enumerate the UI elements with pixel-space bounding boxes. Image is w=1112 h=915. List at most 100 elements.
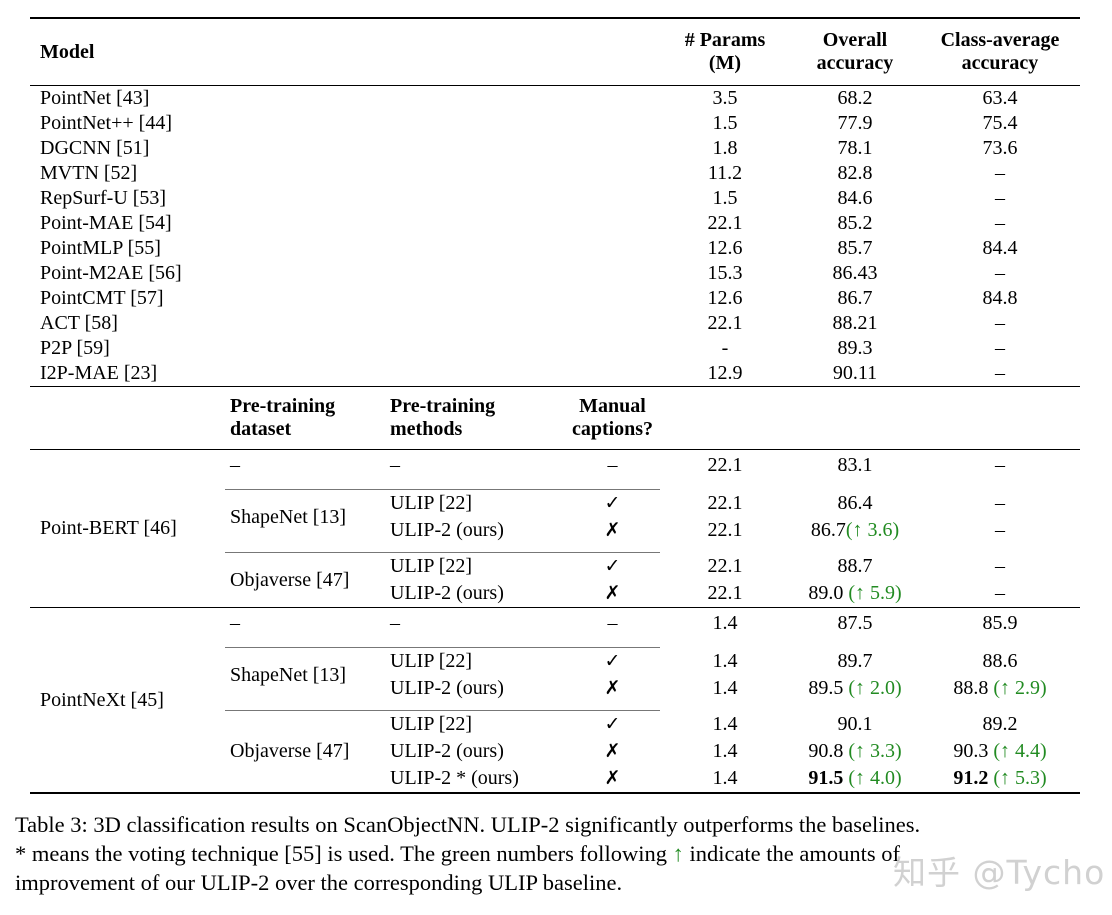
table-row: ULIP-2 (ours) ✗ 1.4 89.5 (↑ 2.0) 88.8 (↑…: [30, 675, 1080, 702]
improvement-delta: (↑ 2.9): [988, 677, 1047, 699]
classavg-cell: 63.4: [982, 87, 1018, 109]
overall-cell: 90.11: [832, 362, 878, 384]
overall-cell: 87.5: [837, 612, 873, 634]
classavg-cell: 88.6: [982, 649, 1018, 672]
model-cell: PointMLP [55]: [40, 237, 161, 259]
table-row: PointNet++ [44] 1.5 77.9 75.4: [30, 111, 1080, 136]
up-arrow-icon: ↑: [672, 841, 684, 866]
overall-cell: 89.3: [837, 337, 873, 359]
caption-line-3: improvement of our ULIP-2 over the corre…: [15, 870, 623, 895]
partial-rule: [30, 481, 1080, 490]
partial-rule: [30, 639, 1080, 648]
params-cell: 1.4: [712, 612, 738, 634]
dataset-cell: ShapeNet [13]: [230, 505, 347, 528]
improvement-delta: (↑ 5.9): [843, 582, 902, 604]
overall-cell: 89.0 (↑ 5.9): [808, 582, 902, 604]
check-icon: ✓: [604, 491, 621, 514]
table-row: Objaverse [47] ULIP [22] ✓ 22.1 88.7 –: [30, 553, 1080, 591]
table-row: P2P [59] - 89.3 –: [30, 336, 1080, 361]
improvement-delta: (↑ 3.3): [843, 740, 902, 762]
classavg-cell: 75.4: [982, 112, 1018, 134]
overall-cell: 89.5 (↑ 2.0): [808, 677, 902, 699]
method-cell: ULIP-2 (ours): [390, 740, 504, 762]
dataset-cell: –: [230, 454, 240, 476]
method-cell: ULIP-2 (ours): [390, 582, 504, 604]
params-cell: -: [721, 337, 729, 359]
classavg-cell: –: [995, 262, 1005, 284]
overall-cell: 89.7: [837, 649, 873, 672]
classavg-cell: 88.8 (↑ 2.9): [953, 677, 1047, 699]
params-cell: 3.5: [712, 87, 738, 109]
model-cell: DGCNN [51]: [40, 137, 150, 159]
table-row: ULIP-2 (ours) ✗ 22.1 86.7(↑ 3.6) –: [30, 517, 1080, 544]
classavg-cell: 89.2: [982, 712, 1018, 735]
classavg-cell: 90.3 (↑ 4.4): [953, 740, 1047, 762]
model-cell: PointNet [43]: [40, 87, 150, 109]
model-header: Model: [40, 40, 95, 63]
table-row: ShapeNet [13] ULIP [22] ✓ 1.4 89.7 88.6: [30, 648, 1080, 686]
results-table: Model # Params (M) Overall accuracy Clas…: [30, 17, 1080, 794]
cross-icon: ✗: [604, 766, 621, 789]
dataset-cell: Objaverse [47]: [230, 740, 350, 762]
partial-rule: [30, 544, 1080, 553]
classavg-cell: –: [995, 187, 1005, 209]
classavg-cell: –: [995, 337, 1005, 359]
table-row: Point-MAE [54] 22.1 85.2 –: [30, 211, 1080, 236]
table-row: ULIP-2 * (ours) ✗ 1.4 91.5 (↑ 4.0) 91.2 …: [30, 765, 1080, 793]
check-icon: ✓: [604, 649, 621, 672]
overall-cell: 84.6: [837, 187, 873, 209]
classavg-cell: –: [995, 212, 1005, 234]
params-cell: 1.4: [712, 649, 738, 672]
classavg-cell: –: [995, 362, 1005, 384]
overall-cell: 86.4: [837, 491, 873, 514]
partial-rule: [30, 702, 1080, 711]
method-cell: –: [390, 454, 400, 476]
improvement-delta: (↑ 2.0): [843, 677, 902, 699]
classavg-cell: 84.8: [982, 287, 1018, 309]
classavg-cell: –: [995, 519, 1005, 541]
model-cell: ACT [58]: [40, 312, 118, 334]
model-cell: Point-M2AE [56]: [40, 262, 182, 284]
cross-icon: ✗: [604, 676, 621, 699]
overall-header: Overall accuracy: [816, 29, 894, 74]
dataset-cell: Objaverse [47]: [230, 568, 350, 591]
overall-cell: 85.7: [837, 237, 873, 259]
table-row: DGCNN [51] 1.8 78.1 73.6: [30, 136, 1080, 161]
check-icon: ✓: [604, 554, 621, 577]
dataset-cell: ShapeNet [13]: [230, 663, 347, 686]
overall-cell: 86.43: [832, 262, 878, 284]
table-row: PointNet [43] 3.5 68.2 63.4: [30, 86, 1080, 111]
classavg-cell: 85.9: [982, 612, 1018, 634]
params-cell: 1.4: [712, 740, 738, 762]
section-rule: [30, 449, 1080, 450]
overall-cell: 85.2: [837, 212, 873, 234]
methods-header: Pre-training methods: [390, 395, 496, 440]
classavg-cell: –: [995, 312, 1005, 334]
params-cell: 1.8: [712, 137, 738, 159]
classavg-cell: 91.2 (↑ 5.3): [953, 767, 1047, 789]
classavg-cell: –: [995, 554, 1005, 577]
table-row: PointNeXt [45] – – – 1.4 87.5 85.9: [30, 608, 1080, 711]
overall-cell: 88.7: [837, 554, 873, 577]
params-cell: 12.6: [707, 237, 743, 259]
params-cell: 22.1: [707, 554, 743, 577]
method-cell: ULIP [22]: [390, 555, 473, 577]
classavg-cell: 84.4: [982, 237, 1018, 259]
dataset-header: Pre-training dataset: [230, 395, 336, 440]
header-rule: [30, 85, 1080, 86]
table-row: Point-M2AE [56] 15.3 86.43 –: [30, 261, 1080, 286]
table-row: I2P-MAE [23] 12.9 90.11 –: [30, 361, 1080, 387]
overall-cell: 77.9: [837, 112, 873, 134]
caption-line-2: * means the voting technique [55] is use…: [15, 841, 901, 866]
model-cell: P2P [59]: [40, 337, 110, 359]
classavg-cell: –: [995, 162, 1005, 184]
model-cell: Point-BERT [46]: [40, 517, 177, 539]
table-row: PointMLP [55] 12.6 85.7 84.4: [30, 236, 1080, 261]
method-cell: ULIP-2 (ours): [390, 677, 504, 699]
params-cell: 1.4: [712, 767, 738, 789]
section-rule: [30, 607, 1080, 608]
params-cell: 12.6: [707, 287, 743, 309]
params-cell: 22.1: [707, 519, 743, 541]
check-icon: ✓: [604, 712, 621, 735]
